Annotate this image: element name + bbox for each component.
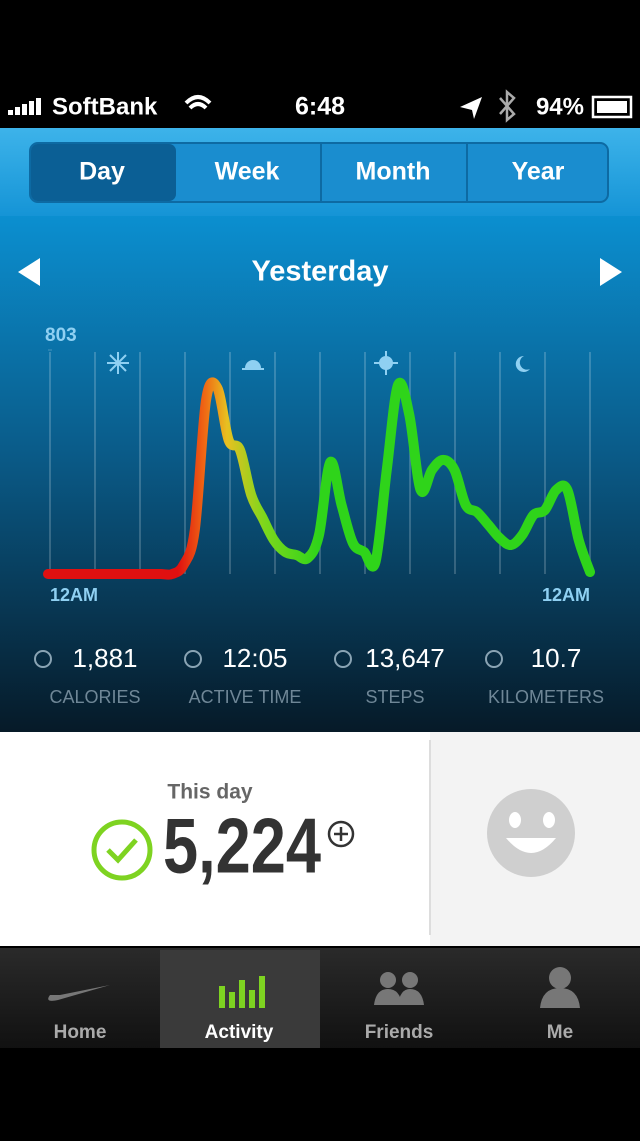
plus-icon[interactable] <box>327 820 355 848</box>
activity-line <box>43 377 595 580</box>
signal <box>8 98 41 115</box>
period-title: Yesterday <box>251 256 388 288</box>
tab-label[interactable]: Home <box>54 1022 107 1043</box>
check-mark <box>106 838 138 864</box>
tab-label[interactable]: Friends <box>365 1022 434 1043</box>
friends-icon <box>374 972 424 1005</box>
summary-label: This day <box>167 781 253 804</box>
x-label: 12AM <box>542 585 590 605</box>
segment-label[interactable]: Month <box>356 158 431 186</box>
stat-label: CALORIES <box>49 687 140 707</box>
stat-value: 12:05 <box>222 643 287 673</box>
stat-icon <box>184 650 202 668</box>
x-label: 12AM <box>50 585 98 605</box>
tab-label[interactable]: Activity <box>205 1022 274 1043</box>
chart-panel <box>0 216 640 732</box>
summary-card <box>0 732 430 946</box>
smiley-eye <box>509 812 521 828</box>
wifi-icon <box>184 95 212 110</box>
stat-value: 10.7 <box>531 643 582 673</box>
smiley-mouth <box>506 838 556 853</box>
stat-value: 1,881 <box>72 643 137 673</box>
battery-text: 94% <box>536 93 584 120</box>
time-icons <box>107 351 530 375</box>
home-icon <box>48 985 110 1001</box>
stat-label: KILOMETERS <box>488 687 604 707</box>
plus-sign <box>334 827 348 841</box>
battery-icon <box>591 95 633 119</box>
clock: 6:48 <box>295 93 345 121</box>
tab-label[interactable]: Me <box>547 1022 573 1043</box>
segment-selected <box>31 144 176 201</box>
y-tick-label: 803 <box>45 325 77 346</box>
segment-label[interactable]: Day <box>79 158 125 186</box>
status-bar <box>0 0 640 128</box>
location-icon <box>460 97 482 119</box>
stat-icon <box>34 650 52 668</box>
prev-button[interactable] <box>18 258 40 286</box>
carrier: SoftBank <box>52 93 158 120</box>
stat-value: 13,647 <box>365 643 445 673</box>
bluetooth-icon <box>499 89 516 123</box>
smiley <box>487 789 575 877</box>
stat-label: STEPS <box>365 687 424 707</box>
fuel-value: 5,224 <box>163 802 321 890</box>
activity-icon <box>219 976 265 1008</box>
segment-dividers <box>320 144 468 201</box>
segment-label[interactable]: Year <box>512 158 565 186</box>
segment-label[interactable]: Week <box>215 158 280 186</box>
stat-icon <box>334 650 352 668</box>
goal-check <box>91 819 153 881</box>
smiley-eye <box>543 812 555 828</box>
stat-icon <box>485 650 503 668</box>
me-icon <box>540 967 580 1008</box>
battery-level <box>597 101 627 113</box>
next-button[interactable] <box>600 258 622 286</box>
stat-label: ACTIVE TIME <box>189 687 302 707</box>
